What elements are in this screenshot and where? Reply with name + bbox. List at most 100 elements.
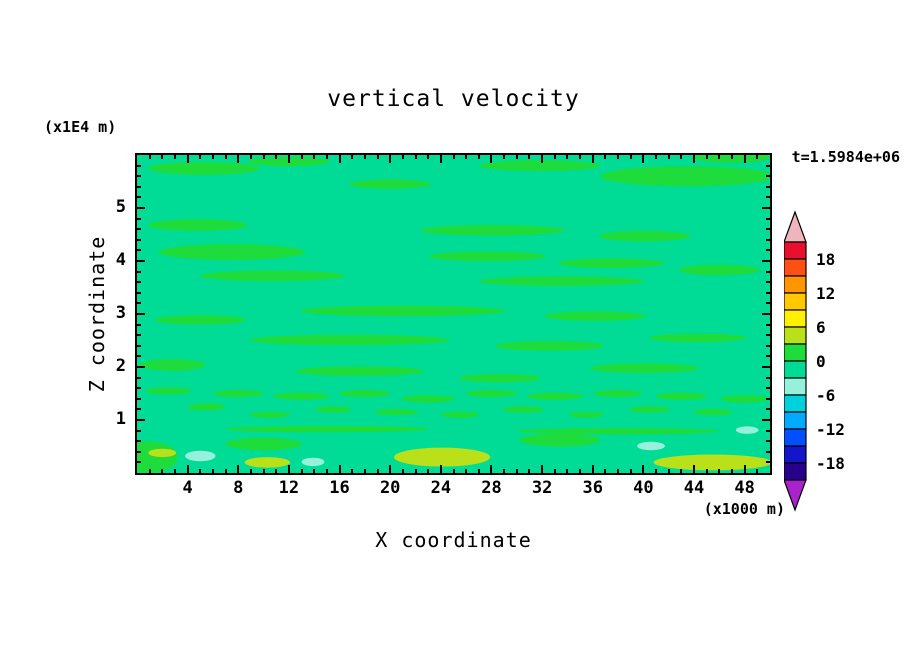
plot-area [135, 153, 772, 475]
tick-mark [137, 238, 141, 241]
tick-mark [604, 155, 607, 159]
tick-mark [427, 469, 430, 473]
contour-blob [148, 161, 260, 175]
tick-mark [186, 155, 189, 163]
tick-mark [766, 238, 770, 241]
tick-mark [553, 155, 556, 159]
tick-mark [161, 155, 164, 159]
contour-blob [516, 427, 720, 435]
colorbar-segment [784, 377, 807, 396]
tick-mark [439, 465, 442, 473]
contour-blob [148, 448, 177, 458]
tick-mark [566, 155, 569, 159]
tick-mark [766, 164, 770, 167]
tick-mark [389, 465, 392, 473]
tick-mark [199, 469, 202, 473]
tick-mark [477, 155, 480, 159]
tick-mark [629, 155, 632, 159]
tick-mark [693, 465, 696, 473]
z-tick-label: 3 [115, 303, 126, 323]
tick-mark [137, 270, 141, 273]
tick-mark [351, 469, 354, 473]
tick-mark [766, 185, 770, 188]
colorbar: 18 12 6 0 -6 -12 -18 [784, 210, 845, 512]
tick-mark [137, 217, 141, 220]
tick-mark [137, 164, 141, 167]
tick-mark [401, 469, 404, 473]
tick-mark [287, 465, 290, 473]
tick-mark [173, 155, 176, 159]
tick-mark [465, 155, 468, 159]
contour-blob [495, 341, 605, 351]
colorbar-segment [784, 309, 807, 328]
x-axis-title: X coordinate [375, 528, 532, 552]
tick-mark [351, 155, 354, 159]
tick-mark [604, 469, 607, 473]
tick-mark [199, 155, 202, 159]
tick-mark [667, 469, 670, 473]
colorbar-label: 0 [816, 352, 826, 371]
tick-mark [137, 334, 141, 337]
contour-blob [349, 179, 431, 189]
tick-mark [137, 207, 145, 209]
tick-mark [766, 397, 770, 400]
y-axis-title: Z coordinate [85, 235, 109, 393]
tick-mark [655, 469, 658, 473]
contour-field [137, 155, 770, 473]
contour-blob [249, 334, 450, 346]
x-tick-label: 44 [683, 478, 705, 498]
tick-mark [137, 355, 141, 358]
contour-blob [440, 411, 479, 418]
tick-mark [148, 155, 151, 159]
tick-mark [439, 155, 442, 163]
contour-blob [158, 244, 306, 260]
tick-mark [766, 440, 770, 443]
tick-mark [693, 155, 696, 163]
tick-mark [137, 450, 141, 453]
tick-mark [186, 465, 189, 473]
tick-mark [325, 155, 328, 159]
tick-mark [338, 155, 341, 163]
tick-mark [579, 155, 582, 159]
tick-mark [591, 155, 594, 163]
tick-mark [262, 155, 265, 159]
colorbar-segment [784, 241, 807, 260]
colorbar-label: -12 [816, 420, 845, 439]
tick-mark [137, 429, 141, 432]
colorbar-segment [784, 343, 807, 362]
tick-mark [137, 185, 141, 188]
tick-mark [766, 429, 770, 432]
contour-blob [225, 425, 429, 433]
tick-mark [376, 469, 379, 473]
tick-mark [376, 155, 379, 159]
colorbar-label: -18 [816, 454, 845, 473]
tick-mark [173, 469, 176, 473]
contour-blob [656, 392, 707, 400]
contour-blob [273, 392, 330, 400]
tick-mark [137, 313, 145, 315]
tick-mark [591, 465, 594, 473]
z-tick-label: 2 [115, 356, 126, 376]
colorbar-segment [784, 360, 807, 379]
tick-mark [766, 196, 770, 199]
tick-mark [300, 155, 303, 159]
tick-mark [313, 469, 316, 473]
tick-mark [490, 465, 493, 473]
chart-title: vertical velocity [327, 86, 580, 112]
tick-mark [718, 155, 721, 159]
tick-mark [629, 469, 632, 473]
tick-mark [503, 469, 506, 473]
tick-mark [743, 155, 746, 163]
tick-mark [325, 469, 328, 473]
tick-mark [275, 155, 278, 159]
tick-mark [300, 469, 303, 473]
tick-mark [477, 469, 480, 473]
tick-mark [414, 469, 417, 473]
tick-mark [766, 387, 770, 390]
tick-mark [766, 249, 770, 252]
tick-mark [465, 469, 468, 473]
contour-blob [154, 315, 246, 325]
contour-blob [244, 457, 291, 468]
contour-blob [145, 387, 192, 395]
tick-mark [137, 196, 141, 199]
